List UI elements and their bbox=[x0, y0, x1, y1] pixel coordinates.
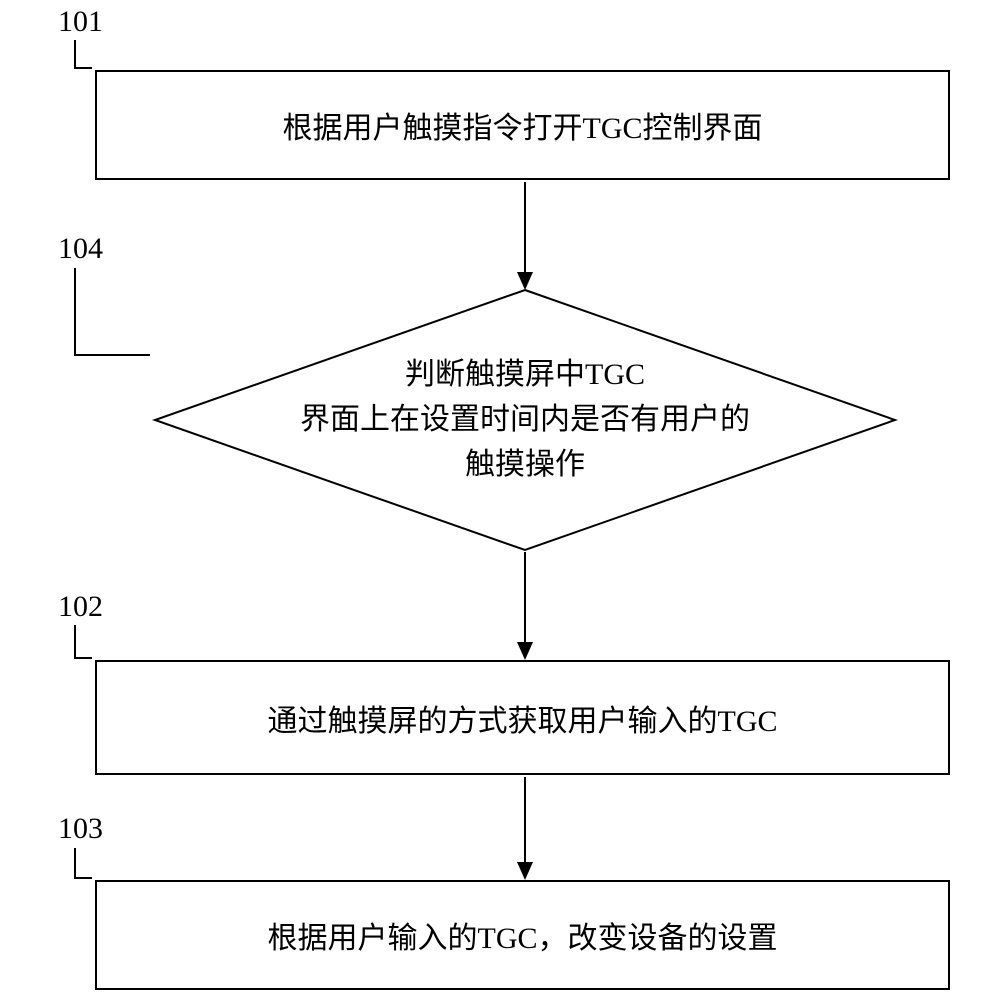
label-connector-103 bbox=[0, 0, 984, 1000]
flowchart-canvas: 101 根据用户触摸指令打开TGC控制界面 104 判断触摸屏中TGC 界面上在… bbox=[0, 0, 984, 1000]
step-text-103: 根据用户输入的TGC，改变设备的设置 bbox=[268, 913, 778, 957]
step-box-103: 根据用户输入的TGC，改变设备的设置 bbox=[95, 880, 950, 990]
